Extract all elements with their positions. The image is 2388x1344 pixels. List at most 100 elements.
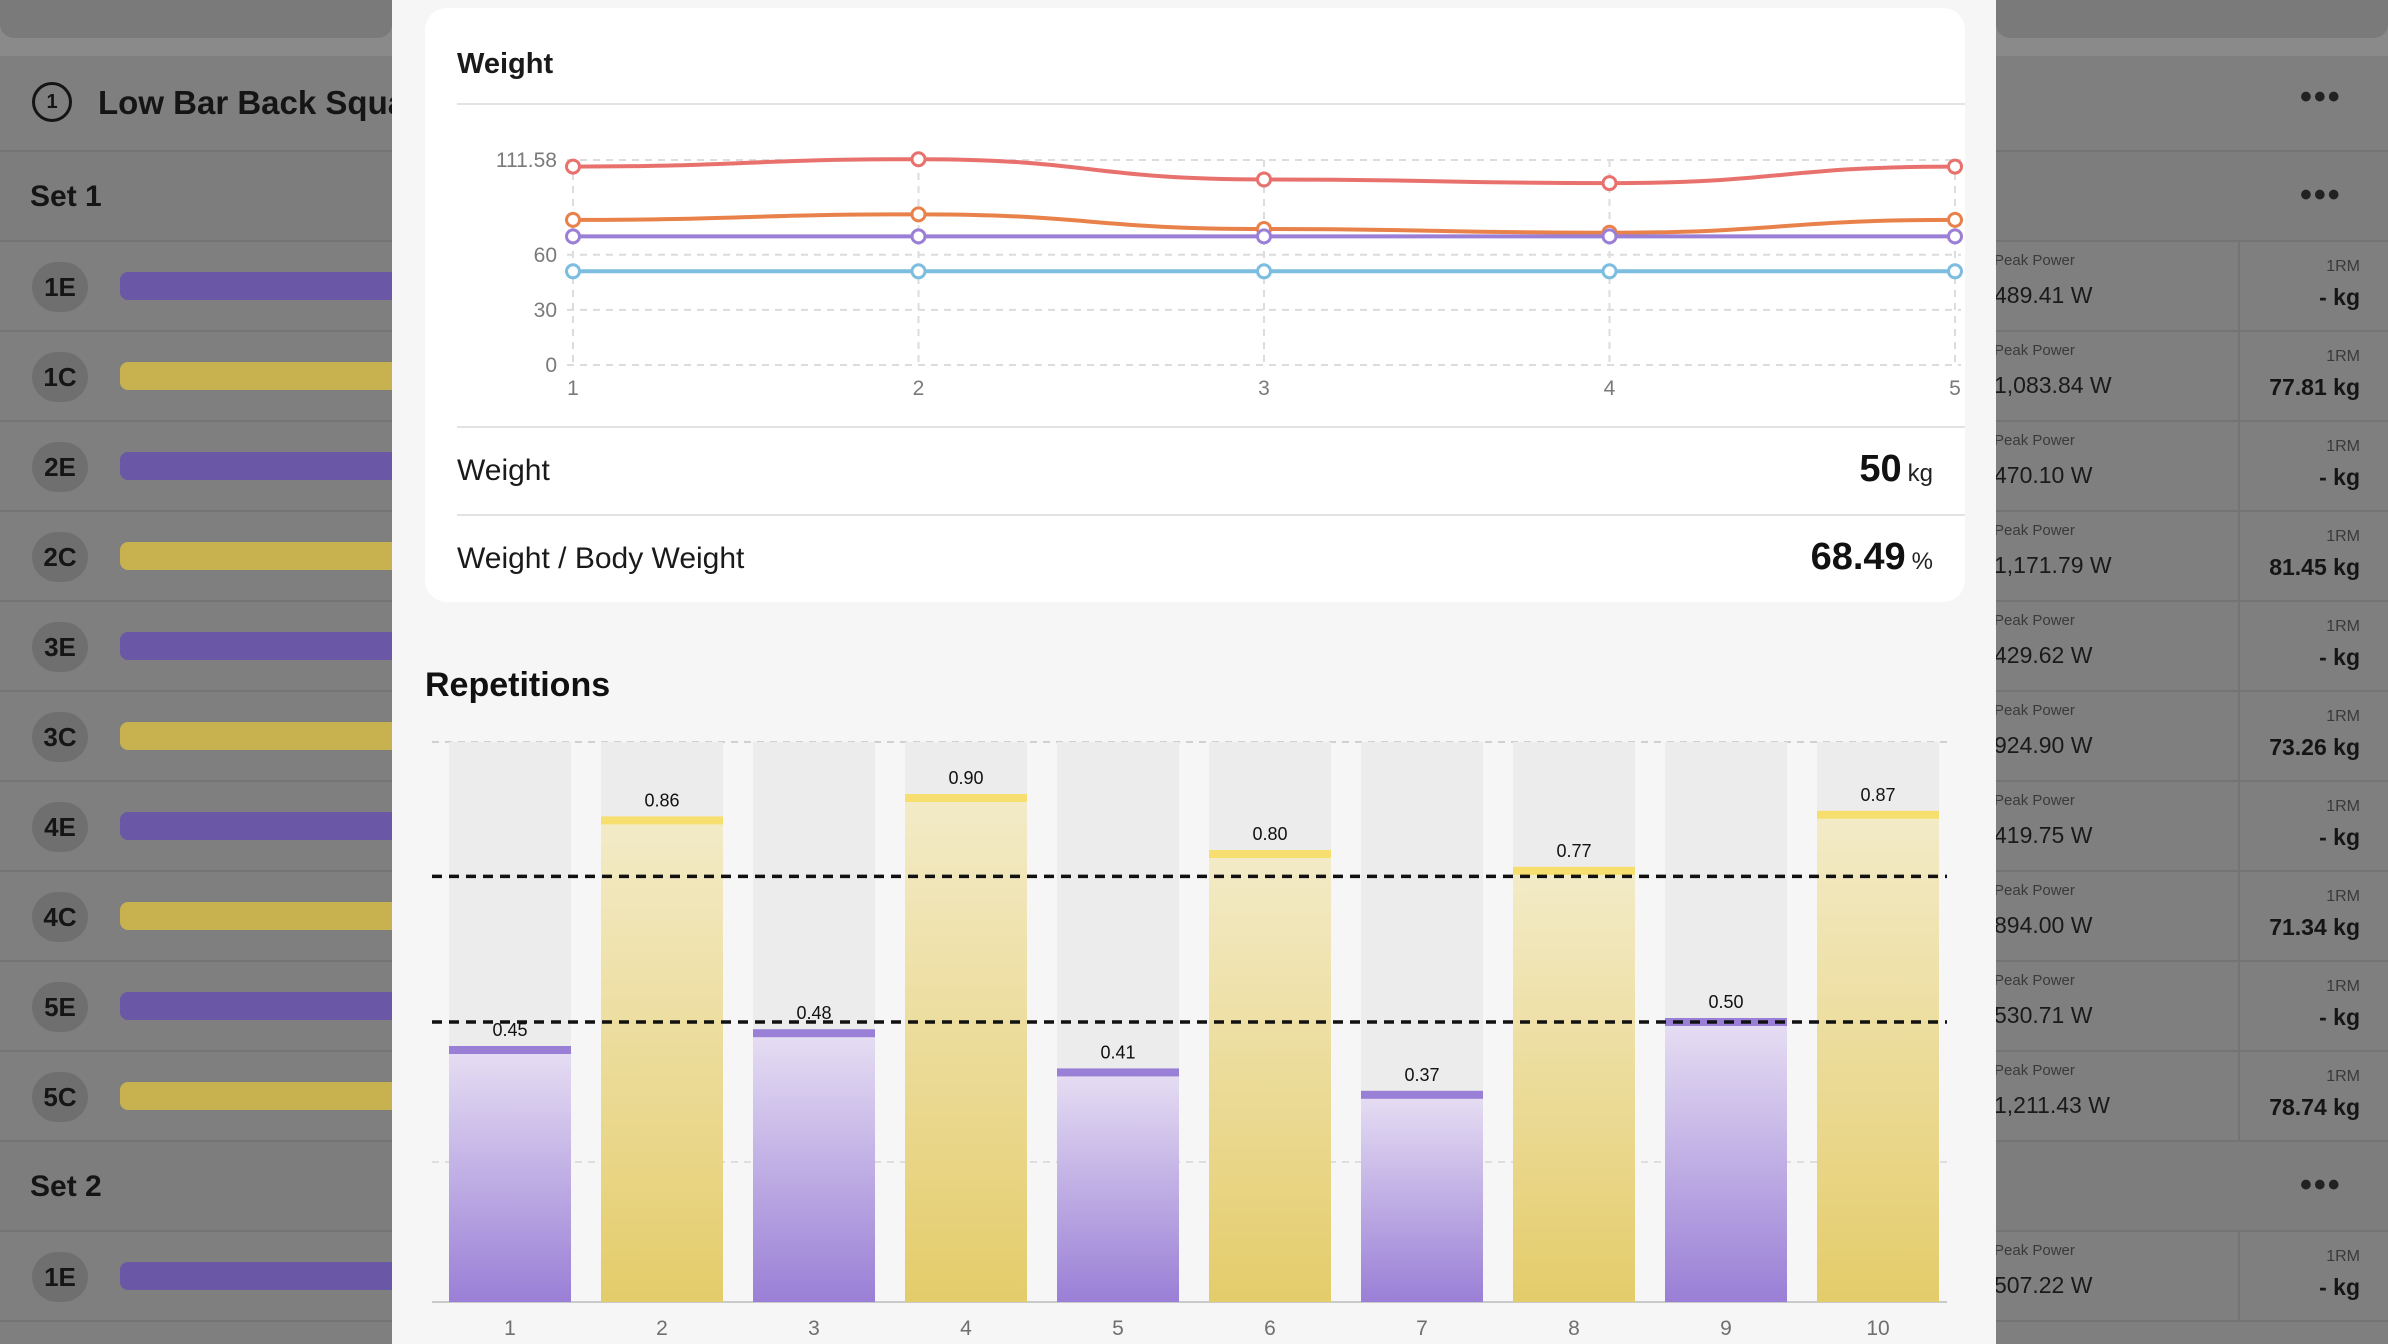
set-more-icon[interactable]: ••• [2300, 176, 2342, 214]
one-rm-label: 1RM [2326, 258, 2360, 275]
one-rm-value: - kg [2319, 824, 2360, 850]
bar-cap [1209, 850, 1331, 858]
set-label: Set 1 [30, 180, 102, 213]
rep-bar [120, 992, 400, 1020]
x-tick-label: 6 [1264, 1317, 1276, 1340]
data-point [1601, 263, 1618, 280]
metric-row-weight: Weight 50 kg [457, 426, 1965, 514]
divider [457, 514, 1965, 516]
x-tick-label: 9 [1720, 1317, 1732, 1340]
bar [1817, 814, 1939, 1302]
one-rm-label: 1RM [2326, 1248, 2360, 1265]
peak-power-label: Peak Power [1994, 792, 2075, 809]
peak-power-value: 507.22 W [1994, 1272, 2093, 1298]
rep-bar [120, 272, 400, 300]
peak-power-value: 530.71 W [1994, 1002, 2093, 1028]
y-tick-label: 111.58 [496, 149, 557, 172]
one-rm-label: 1RM [2326, 708, 2360, 725]
one-rm-cell: 1RM - kg [2238, 602, 2388, 690]
one-rm-cell: 1RM - kg [2238, 962, 2388, 1050]
one-rm-value: 77.81 kg [2269, 374, 2360, 400]
toolbar-pill-right [1996, 0, 2388, 38]
toolbar-pill-left [0, 0, 392, 38]
one-rm-cell: 1RM 71.34 kg [2238, 872, 2388, 960]
data-point [1601, 175, 1618, 192]
weight-card-title: Weight [457, 48, 554, 80]
bar [1057, 1072, 1179, 1302]
data-label: 0.90 [948, 768, 983, 788]
metric-unit: % [1911, 548, 1933, 575]
peak-power-cell: Peak Power 429.62 W [1994, 602, 2238, 690]
peak-power-value: 1,171.79 W [1994, 552, 2112, 578]
set-label: Set 2 [30, 1170, 102, 1203]
y-tick-label: 60 [534, 244, 557, 267]
data-point [1256, 228, 1272, 245]
bar-cap [1817, 810, 1939, 819]
peak-power-cell: Peak Power 507.22 W [1994, 1232, 2238, 1320]
divider [457, 103, 1965, 105]
rep-bar [120, 452, 400, 480]
bar-cap [449, 1046, 571, 1054]
bar [449, 1050, 571, 1302]
data-label: 0.86 [644, 790, 679, 810]
peak-power-value: 1,083.84 W [1994, 372, 2112, 398]
peak-power-cell: Peak Power 1,211.43 W [1994, 1052, 2238, 1140]
rep-badge: 2C [32, 532, 88, 582]
peak-power-cell: Peak Power 894.00 W [1994, 872, 2238, 960]
one-rm-value: 78.74 kg [2269, 1094, 2360, 1120]
exercise-more-icon[interactable]: ••• [2300, 78, 2342, 116]
data-label: 0.50 [1708, 992, 1743, 1012]
one-rm-cell: 1RM - kg [2238, 422, 2388, 510]
one-rm-value: 71.34 kg [2269, 914, 2360, 940]
bar-cap [1513, 866, 1635, 875]
peak-power-label: Peak Power [1994, 882, 2075, 899]
one-rm-label: 1RM [2326, 888, 2360, 905]
bar [905, 798, 1027, 1302]
one-rm-label: 1RM [2326, 348, 2360, 365]
exercise-title: Low Bar Back Squat [98, 84, 418, 121]
one-rm-value: - kg [2319, 464, 2360, 490]
peak-power-label: Peak Power [1994, 522, 2075, 539]
peak-power-cell: Peak Power 470.10 W [1994, 422, 2238, 510]
weight-line-chart: 0 30 60 111.58 1 2 3 4 5 [496, 149, 1963, 400]
peak-power-cell: Peak Power 489.41 W [1994, 242, 2238, 330]
data-point [910, 228, 927, 245]
rep-badge: 2E [32, 442, 88, 492]
peak-power-value: 470.10 W [1994, 462, 2093, 488]
peak-power-value: 419.75 W [1994, 822, 2093, 848]
one-rm-value: - kg [2319, 284, 2360, 310]
peak-power-cell: Peak Power 419.75 W [1994, 782, 2238, 870]
peak-power-label: Peak Power [1994, 432, 2075, 449]
x-tick-label: 4 [1604, 377, 1616, 400]
data-point [1947, 263, 1963, 280]
data-point [565, 263, 581, 280]
metric-row-weight-ratio: Weight / Body Weight 68.49% [457, 514, 1965, 602]
peak-power-label: Peak Power [1994, 972, 2075, 989]
rep-badge: 1E [32, 1252, 88, 1302]
peak-power-value: 429.62 W [1994, 642, 2093, 668]
x-tick-label: 5 [1112, 1317, 1124, 1340]
data-point [1256, 171, 1272, 188]
x-tick-label: 5 [1949, 377, 1961, 400]
one-rm-cell: 1RM 77.81 kg [2238, 332, 2388, 420]
one-rm-cell: 1RM - kg [2238, 782, 2388, 870]
bar [1665, 1022, 1787, 1302]
data-label: 0.37 [1404, 1065, 1439, 1085]
one-rm-label: 1RM [2326, 438, 2360, 455]
exercise-number-icon: 1 [32, 82, 72, 122]
metric-unit: kg [1907, 460, 1933, 487]
data-label: 0.77 [1556, 841, 1591, 861]
peak-power-label: Peak Power [1994, 702, 2075, 719]
peak-power-cell: Peak Power 1,083.84 W [1994, 332, 2238, 420]
one-rm-cell: 1RM 73.26 kg [2238, 692, 2388, 780]
peak-power-label: Peak Power [1994, 612, 2075, 629]
peak-power-cell: Peak Power 1,171.79 W [1994, 512, 2238, 600]
set-more-icon[interactable]: ••• [2300, 1166, 2342, 1204]
metric-number: 68.49 [1810, 536, 1906, 578]
data-point [1256, 263, 1272, 280]
one-rm-cell: 1RM 81.45 kg [2238, 512, 2388, 600]
one-rm-label: 1RM [2326, 1068, 2360, 1085]
data-label: 0.87 [1860, 785, 1895, 805]
x-tick-label: 3 [808, 1317, 820, 1340]
data-point [1601, 228, 1618, 245]
